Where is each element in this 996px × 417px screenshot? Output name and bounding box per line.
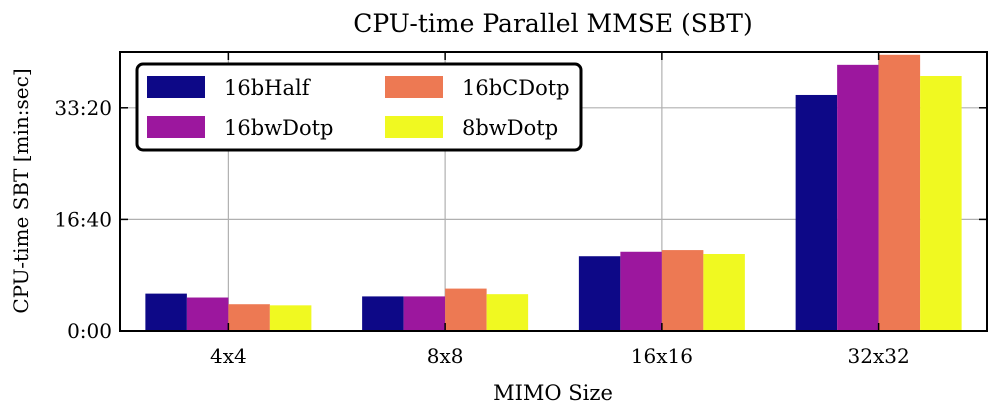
x-axis-label: MIMO Size xyxy=(493,381,613,405)
bar-16bHalf-4x4 xyxy=(145,293,187,331)
legend-label-8bwDotp: 8bwDotp xyxy=(462,116,558,140)
bar-16bHalf-16x16 xyxy=(578,256,621,331)
bar-16bwDotp-8x8 xyxy=(403,296,446,331)
legend-frame xyxy=(135,62,583,152)
x-tick-label: 8x8 xyxy=(427,344,464,368)
legend-label-16bwDotp: 16bwDotp xyxy=(224,116,334,140)
y-tick-label: 33:20 xyxy=(54,96,112,120)
bar-16bwDotp-32x32 xyxy=(837,64,879,332)
bar-16bwDotp-16x16 xyxy=(620,251,662,331)
axis-ticks: 4x4 8x8 16x16 32x32 0:00 16:40 33:20 xyxy=(54,52,987,368)
bar-16bHalf-8x8 xyxy=(362,296,404,331)
y-tick-label: 16:40 xyxy=(54,207,112,231)
bar-8bwDotp-32x32 xyxy=(920,75,962,331)
bar-8bwDotp-8x8 xyxy=(486,294,529,331)
legend-swatch-16bHalf xyxy=(147,76,205,98)
bar-16bCDotp-16x16 xyxy=(661,250,704,331)
x-tick-label: 4x4 xyxy=(210,344,247,368)
bar-8bwDotp-4x4 xyxy=(269,305,312,331)
x-tick-label: 32x32 xyxy=(848,344,910,368)
plot-frame xyxy=(119,51,988,332)
legend-swatch-8bwDotp xyxy=(385,116,443,138)
legend-swatch-16bwDotp xyxy=(147,116,205,138)
legend-swatch-16bCDotp xyxy=(385,76,443,98)
legend-label-16bCDotp: 16bCDotp xyxy=(462,76,570,100)
bars xyxy=(145,54,962,332)
bar-8bwDotp-16x16 xyxy=(703,253,745,331)
bar-16bCDotp-8x8 xyxy=(445,288,487,331)
y-tick-label: 0:00 xyxy=(67,319,112,343)
chart-title: CPU-time Parallel MMSE (SBT) xyxy=(353,9,752,38)
legend-label-16bHalf: 16bHalf xyxy=(224,76,312,100)
bar-16bHalf-32x32 xyxy=(795,94,838,331)
y-axis-label: CPU-time SBT [min:sec] xyxy=(9,68,33,313)
bar-16bwDotp-4x4 xyxy=(186,297,229,331)
bar-16bCDotp-32x32 xyxy=(878,54,921,331)
legend: 16bHalf 16bwDotp 16bCDotp 8bwDotp xyxy=(135,62,583,152)
bar-16bCDotp-4x4 xyxy=(228,304,270,331)
x-tick-label: 16x16 xyxy=(631,344,693,368)
